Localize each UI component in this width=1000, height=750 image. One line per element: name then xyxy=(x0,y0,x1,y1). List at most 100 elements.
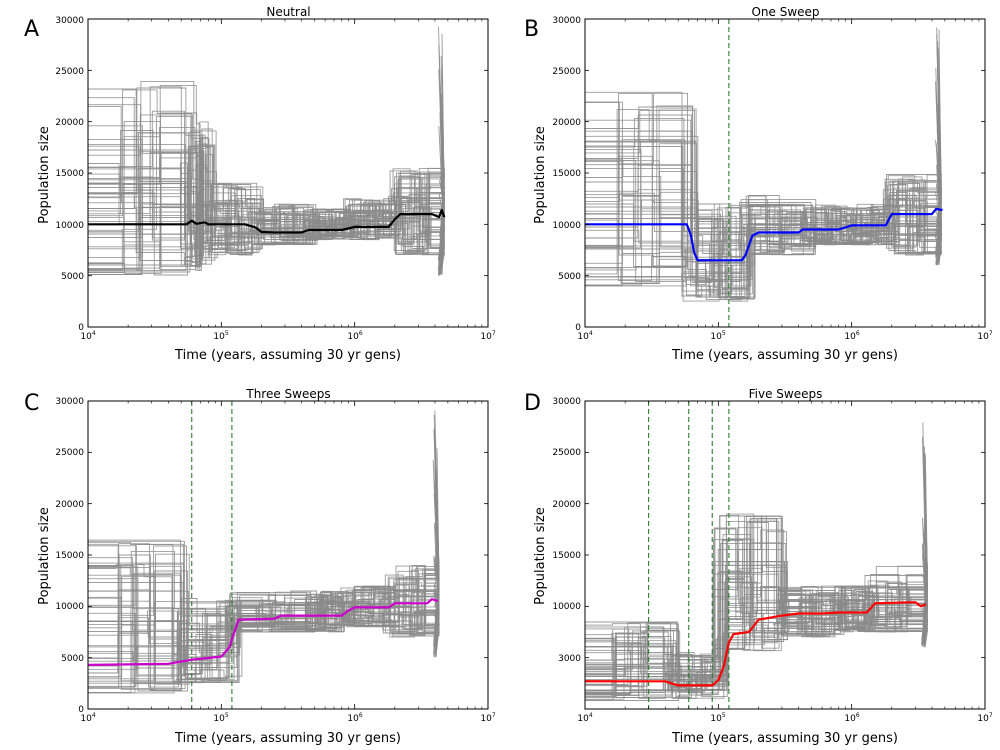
panel-c-x-ticks: 104 105 106 107 xyxy=(80,712,495,724)
panel-b-title: One Sweep xyxy=(751,5,819,19)
replicate-curve xyxy=(585,574,928,693)
x-tick-label: 106 xyxy=(347,330,362,342)
panel-c-y-ticks: 0 5000 10000 15000 20000 25000 30000 xyxy=(55,397,84,715)
panel-b: B One Sweep Population size Time (years,… xyxy=(524,5,993,363)
panel-a-xlabel: Time (years, assuming 30 yr gens) xyxy=(174,348,401,363)
replicate-curve xyxy=(88,540,440,663)
panel-c-xlabel: Time (years, assuming 30 yr gens) xyxy=(174,731,401,746)
replicate-curve xyxy=(585,560,928,693)
mean-curve xyxy=(585,207,943,262)
replicate-curve xyxy=(585,206,942,298)
y-tick-label: 30000 xyxy=(552,16,581,26)
panel-d-x-ticks: 104 105 106 107 xyxy=(577,712,992,724)
replicate-curve xyxy=(585,87,942,289)
panel-b-y-ticks: 0 5000 10000 15000 20000 25000 30000 xyxy=(552,16,581,333)
x-tick-label: 107 xyxy=(977,330,992,342)
panel-c-title: Three Sweeps xyxy=(245,387,330,401)
replicate-curve xyxy=(585,174,942,278)
panel-d-xlabel: Time (years, assuming 30 yr gens) xyxy=(671,731,898,746)
panel-b-ylabel: Population size xyxy=(533,126,548,224)
replicate-curves xyxy=(88,26,446,276)
replicate-curve xyxy=(88,149,445,268)
panel-d-y-ticks: 3000 5000 10000 15000 20000 25000 30000 xyxy=(552,397,581,664)
panel-c-ylabel: Population size xyxy=(37,507,52,605)
replicate-curve xyxy=(88,585,440,690)
panel-letter-c: C xyxy=(24,391,39,416)
replicate-curves xyxy=(585,27,943,302)
panel-b-x-ticks: 104 105 106 107 xyxy=(577,330,992,342)
y-tick-label: 25000 xyxy=(55,448,84,458)
panel-a-x-ticks: 104 105 106 107 xyxy=(80,330,495,342)
replicate-curve xyxy=(585,527,928,697)
mean-curve xyxy=(87,598,439,666)
y-tick-label: 20000 xyxy=(552,500,581,510)
panel-a-ylabel: Population size xyxy=(37,126,52,224)
panel-d-ylabel: Population size xyxy=(533,507,548,605)
replicate-curve xyxy=(88,583,440,677)
y-tick-label: 10000 xyxy=(552,602,581,612)
replicate-curve xyxy=(585,69,942,300)
replicate-curve xyxy=(585,48,942,249)
replicate-curve xyxy=(88,605,440,674)
panel-b-plot-area xyxy=(584,18,986,328)
x-tick-label: 104 xyxy=(80,330,95,342)
replicate-curve xyxy=(88,466,440,694)
mean-curve xyxy=(585,601,927,687)
panel-d-title: Five Sweeps xyxy=(749,387,823,401)
replicate-curve xyxy=(88,553,440,678)
replicate-curve xyxy=(88,88,445,271)
replicate-curve xyxy=(88,438,440,675)
replicate-curve xyxy=(88,125,445,262)
replicate-curve xyxy=(585,451,928,681)
y-tick-label: 10000 xyxy=(55,602,84,612)
replicate-curve xyxy=(585,535,928,697)
replicate-curve xyxy=(585,529,928,690)
replicate-curves xyxy=(585,422,929,701)
x-tick-label: 104 xyxy=(80,712,95,724)
replicate-curve xyxy=(585,576,928,682)
y-tick-label: 0 xyxy=(78,323,84,333)
replicate-curve xyxy=(88,462,440,690)
replicate-curve xyxy=(88,545,440,677)
replicate-curve xyxy=(585,452,928,692)
y-tick-label: 3000 xyxy=(558,654,581,664)
y-tick-label: 25000 xyxy=(552,448,581,458)
replicate-curves xyxy=(88,410,441,694)
replicate-curve xyxy=(88,460,440,678)
y-tick-label: 0 xyxy=(78,705,84,715)
replicate-curve xyxy=(88,33,445,276)
y-tick-label: 20000 xyxy=(55,500,84,510)
replicate-curve xyxy=(585,146,942,292)
x-tick-label: 107 xyxy=(480,712,495,724)
y-tick-label: 15000 xyxy=(55,551,84,561)
replicate-curve xyxy=(88,196,445,272)
replicate-curve xyxy=(585,515,928,686)
y-tick-label: 30000 xyxy=(552,397,581,407)
y-tick-label: 10000 xyxy=(552,221,581,231)
y-tick-label: 5000 xyxy=(61,654,84,664)
x-tick-label: 106 xyxy=(347,712,362,724)
replicate-curve xyxy=(585,520,929,677)
replicate-curve xyxy=(88,139,445,271)
replicate-curve xyxy=(585,101,942,298)
replicate-curve xyxy=(88,410,440,662)
replicate-curve xyxy=(88,567,440,685)
y-tick-label: 15000 xyxy=(552,169,581,179)
x-tick-label: 107 xyxy=(480,330,495,342)
replicate-curve xyxy=(88,85,445,264)
panel-c-plot-area xyxy=(87,400,489,710)
x-tick-label: 104 xyxy=(577,330,592,342)
replicate-curve xyxy=(585,164,942,298)
replicate-curve xyxy=(585,187,943,267)
x-tick-label: 105 xyxy=(710,712,725,724)
y-tick-label: 10000 xyxy=(55,221,84,231)
y-tick-label: 30000 xyxy=(55,397,84,407)
replicate-curve xyxy=(585,180,942,289)
replicate-curve xyxy=(585,41,942,298)
panel-a-title: Neutral xyxy=(266,5,310,19)
replicate-curve xyxy=(585,175,942,298)
replicate-curve xyxy=(88,595,440,682)
y-tick-label: 0 xyxy=(575,323,581,333)
panel-a-y-ticks: 0 5000 10000 15000 20000 25000 30000 xyxy=(55,16,84,333)
x-tick-label: 105 xyxy=(213,712,228,724)
